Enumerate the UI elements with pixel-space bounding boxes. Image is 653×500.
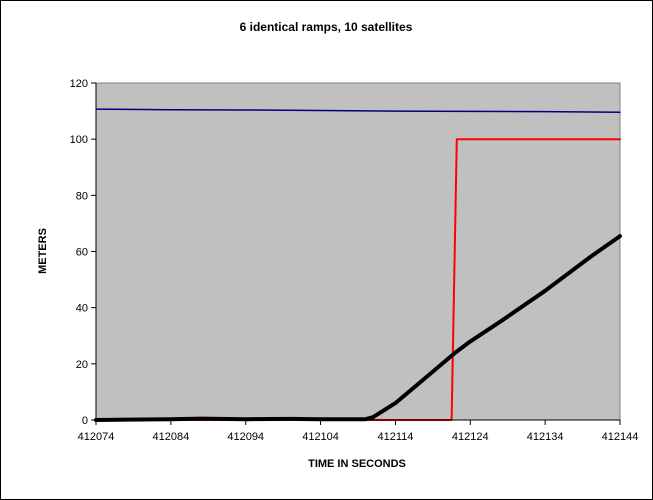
y-tick-label: 120 — [70, 78, 88, 90]
x-tick-label: 412124 — [452, 431, 489, 443]
series-line-3 — [94, 234, 622, 422]
y-tick-label: 0 — [82, 415, 88, 427]
y-tick-label: 40 — [76, 303, 88, 315]
x-tick-label: 412104 — [302, 431, 339, 443]
x-axis-title: TIME IN SECONDS — [308, 458, 406, 470]
y-tick-label: 60 — [76, 247, 88, 259]
y-axis-title: METERS — [37, 228, 49, 274]
x-tick-label: 412094 — [227, 431, 264, 443]
series-line-1 — [95, 108, 621, 113]
x-tick-label: 412144 — [602, 431, 639, 443]
x-tick-label: 412084 — [152, 431, 189, 443]
x-axis-ticks: 412074 412084 412094 412104 412114 412124 4121… — [78, 420, 639, 443]
chart-title: 6 identical ramps, 10 satellites — [240, 20, 413, 34]
y-tick-label: 100 — [70, 134, 88, 146]
y-axis-ticks: 0 20 40 60 80 100 120 — [70, 78, 96, 427]
x-tick-label: 412114 — [377, 431, 413, 443]
y-tick-label: 20 — [76, 359, 88, 371]
y-tick-label: 80 — [76, 190, 88, 202]
x-tick-label: 412134 — [527, 431, 564, 443]
plot-area — [95, 82, 621, 421]
x-tick-label: 412074 — [78, 431, 115, 443]
